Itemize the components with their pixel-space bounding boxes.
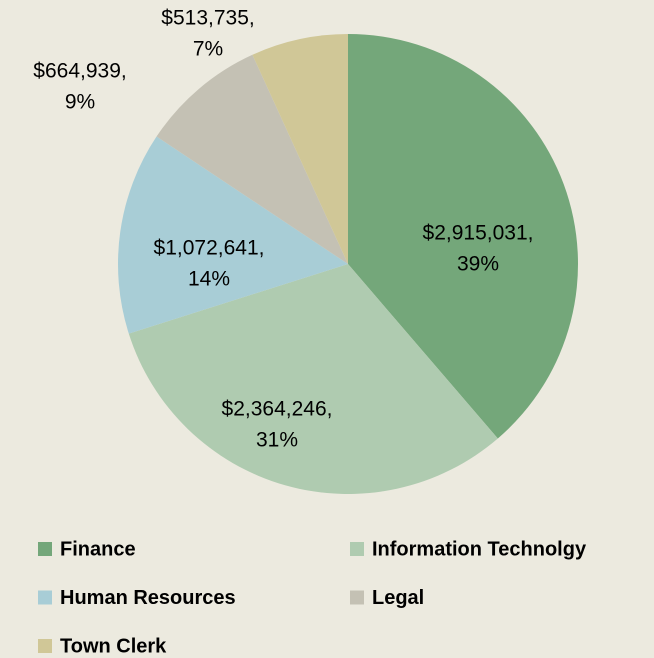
data-label-line: $2,915,031, (423, 221, 534, 244)
pie-slice (252, 34, 348, 264)
legend-swatch (38, 590, 52, 605)
data-label-line: 9% (65, 90, 95, 113)
legend-swatch (350, 542, 364, 556)
legend-swatch (350, 590, 364, 605)
data-label: $2,915,031, 39% (423, 221, 534, 275)
pie-slice (118, 136, 349, 334)
pie-slice (128, 264, 498, 495)
data-label-line: 14% (188, 267, 230, 290)
data-label-line: 39% (457, 252, 499, 275)
data-label-line: $664,939, (33, 59, 126, 82)
data-label-line: $513,735, (161, 6, 254, 29)
data-label: $2,364,246, 31% (222, 397, 333, 451)
legend-label: Legal (372, 587, 424, 609)
legend-swatch (38, 639, 52, 653)
legend-label: Finance (60, 538, 136, 560)
pie-slice (156, 54, 348, 265)
data-label: $1,072,641, 14% (154, 236, 265, 290)
legend-swatch (38, 542, 52, 556)
legend-label: Human Resources (60, 587, 236, 609)
data-label-line: $1,072,641, (154, 236, 265, 259)
data-label-line: 7% (193, 37, 223, 60)
legend-label: Information Technolgy (372, 538, 587, 560)
data-label: $513,735, 7% (161, 6, 254, 60)
legend-label: Town Clerk (60, 635, 167, 657)
data-label-line: $2,364,246, (222, 397, 333, 420)
data-label: $664,939, 9% (33, 59, 126, 113)
data-label-line: 31% (256, 428, 298, 451)
pie-slice (348, 34, 578, 439)
